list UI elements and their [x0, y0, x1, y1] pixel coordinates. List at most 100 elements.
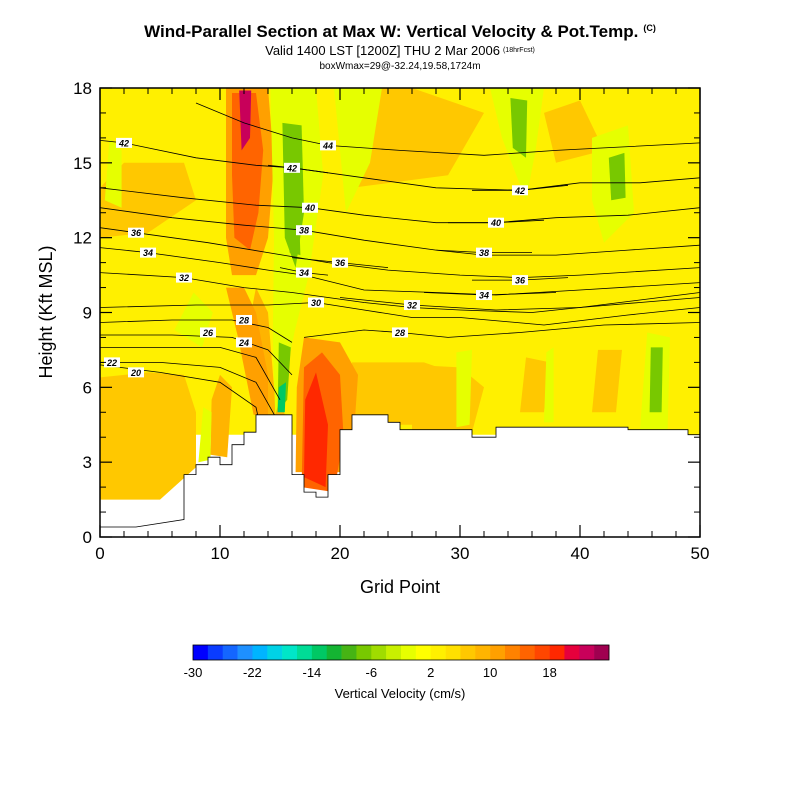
- contour-label-bg: [140, 247, 156, 258]
- w-region: [649, 347, 663, 413]
- contour-label: 30: [311, 298, 321, 308]
- y-tick-label: 3: [83, 453, 92, 472]
- colorbar-swatch: [252, 645, 268, 660]
- contour-label-bg: [116, 137, 132, 148]
- contour-label: 42: [118, 138, 129, 148]
- contour-label: 36: [335, 258, 346, 268]
- contour-label: 32: [407, 301, 417, 311]
- contour-label-bg: [296, 267, 312, 278]
- theta-contour: [100, 227, 700, 279]
- contour-label-bg: [320, 140, 336, 151]
- colorbar-swatch: [193, 645, 209, 660]
- contour-label-bg: [308, 297, 324, 308]
- y-tick-label: 6: [83, 378, 92, 397]
- contour-label-bg: [236, 314, 252, 325]
- x-tick-label: 10: [211, 544, 230, 563]
- chart-title-text: Wind-Parallel Section at Max W: Vertical…: [144, 22, 639, 41]
- y-tick-label: 18: [73, 79, 92, 98]
- contour-label: 20: [130, 368, 141, 378]
- colorbar-swatch: [311, 645, 328, 660]
- colorbar-tick-label: 10: [483, 665, 497, 680]
- contour-label: 40: [490, 218, 501, 228]
- colorbar-swatch: [430, 645, 446, 660]
- contour-label: 32: [179, 273, 189, 283]
- theta-contour: [100, 247, 700, 296]
- colorbar-swatch: [564, 645, 580, 660]
- colorbar-tick-label: -30: [184, 665, 203, 680]
- theta-contour: [100, 319, 293, 343]
- contour-label: 24: [238, 338, 249, 348]
- chart-title-mark: (C): [643, 23, 656, 33]
- theta-contour: [100, 207, 700, 256]
- w-region: [251, 287, 286, 418]
- contour-label: 44: [322, 141, 333, 151]
- w-region: [100, 162, 196, 238]
- colorbar: -30 -22 -14 -6 2 10 18: [184, 644, 610, 680]
- x-tick-label: 40: [571, 544, 590, 563]
- contour-label: 38: [299, 226, 309, 236]
- colorbar-tick-label: -22: [243, 665, 262, 680]
- w-region: [608, 152, 626, 201]
- chart-annotation: boxWmax=29@-32.24,19.58,1724m: [319, 61, 481, 72]
- contour-label: 34: [299, 268, 309, 278]
- y-tick-label: 0: [83, 528, 92, 547]
- w-region: [304, 372, 328, 488]
- y-axis-title: Height (Kft MSL): [36, 245, 56, 378]
- contour-label: 36: [515, 276, 526, 286]
- chart-subtitle-mark: (18hrFcst): [502, 47, 535, 54]
- w-region: [100, 372, 196, 500]
- colorbar-swatch: [222, 645, 238, 660]
- w-region: [456, 349, 472, 428]
- colorbar-swatch: [401, 645, 417, 660]
- chart-title: Wind-Parallel Section at Max W: Vertical…: [0, 22, 800, 42]
- contour-label: 26: [202, 328, 214, 338]
- contour-label-bg: [404, 300, 420, 311]
- contour-label-bg: [296, 225, 312, 236]
- contour-label-bg: [476, 247, 492, 258]
- contour-label: 34: [143, 248, 153, 258]
- chart-subtitle-text: Valid 1400 LST [1200Z] THU 2 Mar 2006: [265, 43, 500, 58]
- chart-subtitle: Valid 1400 LST [1200Z] THU 2 Mar 2006 (18…: [0, 43, 800, 58]
- colorbar-swatch: [460, 645, 476, 660]
- colorbar-swatch: [326, 645, 342, 660]
- colorbar-swatch: [267, 645, 283, 660]
- colorbar-swatch: [505, 645, 521, 660]
- contour-label: 34: [479, 291, 489, 301]
- y-tick-label: 12: [73, 229, 92, 248]
- contour-label-bg: [284, 162, 300, 173]
- contour-label-bg: [302, 202, 318, 213]
- w-region: [232, 93, 264, 251]
- contour-label: 42: [286, 163, 297, 173]
- y-tick-label: 9: [83, 304, 92, 323]
- w-region: [210, 374, 232, 458]
- colorbar-tick-label: 2: [427, 665, 434, 680]
- contour-label: 42: [514, 186, 525, 196]
- y-tick-label: 15: [73, 154, 92, 173]
- colorbar-swatch: [549, 645, 565, 660]
- theta-contour: [339, 292, 700, 311]
- colorbar-swatch: [207, 645, 224, 660]
- contour-label: 36: [131, 228, 142, 238]
- colorbar-swatch: [237, 645, 253, 660]
- colorbar-swatch: [341, 645, 357, 660]
- x-tick-label: 30: [451, 544, 470, 563]
- contour-label: 28: [394, 328, 405, 338]
- colorbar-swatch: [490, 645, 506, 660]
- colorbar-tick-label: -14: [303, 665, 322, 680]
- colorbar-swatch: [386, 645, 402, 660]
- theta-contour: [303, 322, 700, 338]
- contour-label: 22: [106, 358, 117, 368]
- x-tick-label: 20: [331, 544, 350, 563]
- colorbar-swatch: [297, 645, 313, 660]
- terrain-mask: [100, 414, 700, 537]
- w-region: [334, 88, 382, 213]
- w-region: [544, 100, 604, 163]
- contour-label-bg: [512, 275, 528, 286]
- w-region: [198, 407, 212, 463]
- contour-label-bg: [512, 185, 528, 196]
- contour-label-bg: [488, 217, 504, 228]
- contour-label-bg: [128, 227, 144, 238]
- colorbar-swatch: [415, 645, 432, 660]
